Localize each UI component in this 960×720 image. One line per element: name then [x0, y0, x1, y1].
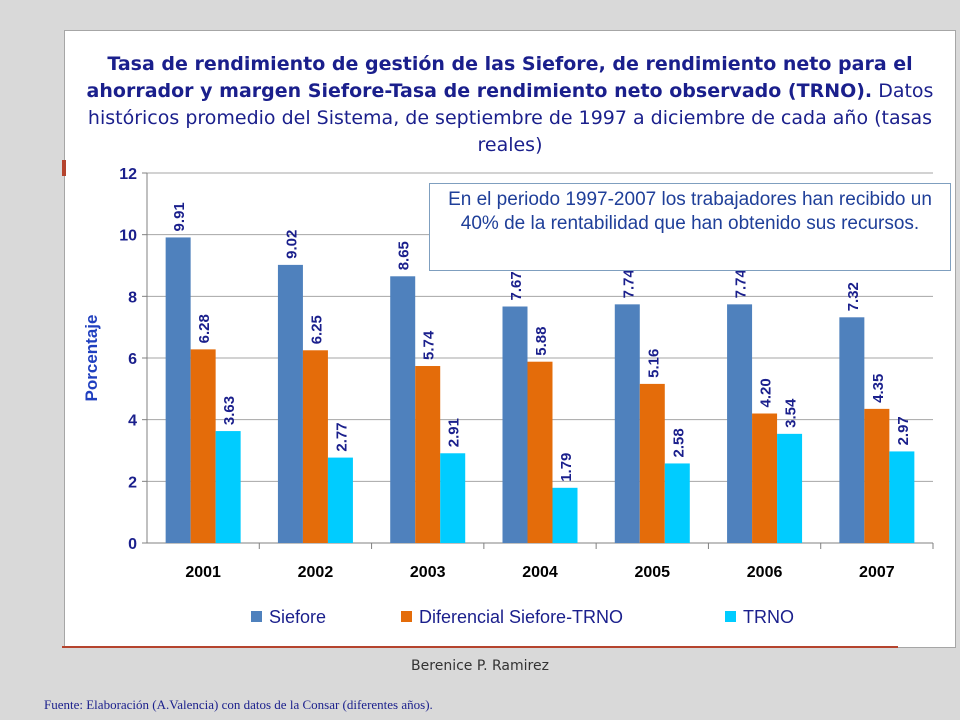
bar-trno — [440, 453, 466, 543]
legend-label: TRNO — [743, 607, 794, 627]
y-tick-label: 12 — [119, 166, 137, 183]
legend-label: Siefore — [269, 607, 326, 627]
data-label: 2.97 — [895, 416, 912, 445]
data-label: 9.02 — [283, 230, 300, 259]
data-label: 6.25 — [308, 315, 325, 344]
data-label: 7.74 — [733, 268, 750, 298]
y-tick-label: 10 — [119, 228, 137, 245]
data-label: 5.88 — [533, 326, 550, 355]
annotation-box: En el periodo 1997-2007 los trabajadores… — [429, 183, 951, 271]
legend-swatch — [725, 611, 736, 622]
x-tick-label: 2004 — [522, 564, 558, 581]
y-tick-label: 8 — [128, 289, 137, 306]
data-label: 3.54 — [783, 398, 800, 428]
bar-siefore — [839, 317, 865, 543]
x-tick-label: 2002 — [298, 564, 334, 581]
data-label: 1.79 — [558, 453, 575, 482]
y-tick-label: 2 — [128, 474, 137, 491]
source-note: Fuente: Elaboración (A.Valencia) con dat… — [44, 697, 433, 712]
legend-label: Diferencial Siefore-TRNO — [419, 607, 623, 627]
data-label: 4.35 — [870, 374, 887, 403]
x-tick-label: 2003 — [410, 564, 446, 581]
author-name: Berenice P. Ramirez — [411, 658, 549, 674]
bar-siefore — [165, 237, 191, 544]
data-label: 4.20 — [758, 378, 775, 407]
x-tick-label: 2001 — [185, 564, 221, 581]
bar-trno — [327, 457, 353, 543]
decorative-rule — [62, 646, 898, 648]
legend-swatch — [251, 611, 262, 622]
bar-trno — [889, 451, 915, 543]
bar-siefore — [390, 276, 416, 543]
data-label: 7.32 — [845, 282, 862, 311]
bar-diferencial-siefore-trno — [639, 383, 665, 543]
slide-margin — [0, 0, 60, 720]
data-label: 7.74 — [620, 268, 637, 298]
bar-trno — [552, 487, 578, 543]
data-label: 2.91 — [446, 418, 463, 447]
data-label: 6.28 — [196, 314, 213, 343]
y-tick-label: 6 — [128, 351, 137, 368]
chart-title: Tasa de rendimiento de gestión de las Si… — [65, 51, 955, 159]
bar-diferencial-siefore-trno — [302, 350, 328, 543]
legend-swatch — [401, 611, 412, 622]
chart-title-bold: Tasa de rendimiento de gestión de las Si… — [86, 53, 913, 102]
chart-title-regular: Datos históricos promedio del Sistema, d… — [87, 80, 934, 156]
bar-trno — [215, 431, 241, 543]
chart-frame: Tasa de rendimiento de gestión de las Si… — [64, 30, 956, 648]
data-label: 2.58 — [670, 428, 687, 457]
bar-diferencial-siefore-trno — [527, 361, 553, 543]
data-label: 8.65 — [396, 241, 413, 270]
data-label: 5.16 — [645, 349, 662, 378]
bar-diferencial-siefore-trno — [190, 349, 216, 543]
bar-siefore — [502, 306, 528, 543]
y-tick-label: 4 — [128, 413, 137, 430]
bar-diferencial-siefore-trno — [752, 413, 778, 543]
bar-diferencial-siefore-trno — [864, 408, 890, 543]
data-label: 2.77 — [333, 422, 350, 451]
bar-siefore — [614, 304, 640, 543]
bar-trno — [664, 463, 690, 543]
bar-trno — [777, 433, 803, 543]
x-tick-label: 2005 — [634, 564, 670, 581]
data-label: 7.67 — [508, 271, 525, 300]
bar-chart: 0 2 4 6 8 10 12 Porcentaje 2001 9.91 6.28 3.63 2002 9… — [82, 166, 934, 627]
data-label: 9.91 — [171, 202, 188, 231]
bar-siefore — [277, 264, 303, 543]
bar-siefore — [727, 304, 753, 543]
data-label: 3.63 — [221, 396, 238, 425]
decorative-tick — [62, 160, 66, 176]
x-tick-label: 2007 — [859, 564, 895, 581]
y-tick-label: 0 — [128, 536, 137, 553]
y-axis-label: Porcentaje — [82, 315, 101, 402]
bar-diferencial-siefore-trno — [415, 366, 441, 543]
x-tick-label: 2006 — [747, 564, 783, 581]
data-label: 5.74 — [421, 330, 438, 360]
